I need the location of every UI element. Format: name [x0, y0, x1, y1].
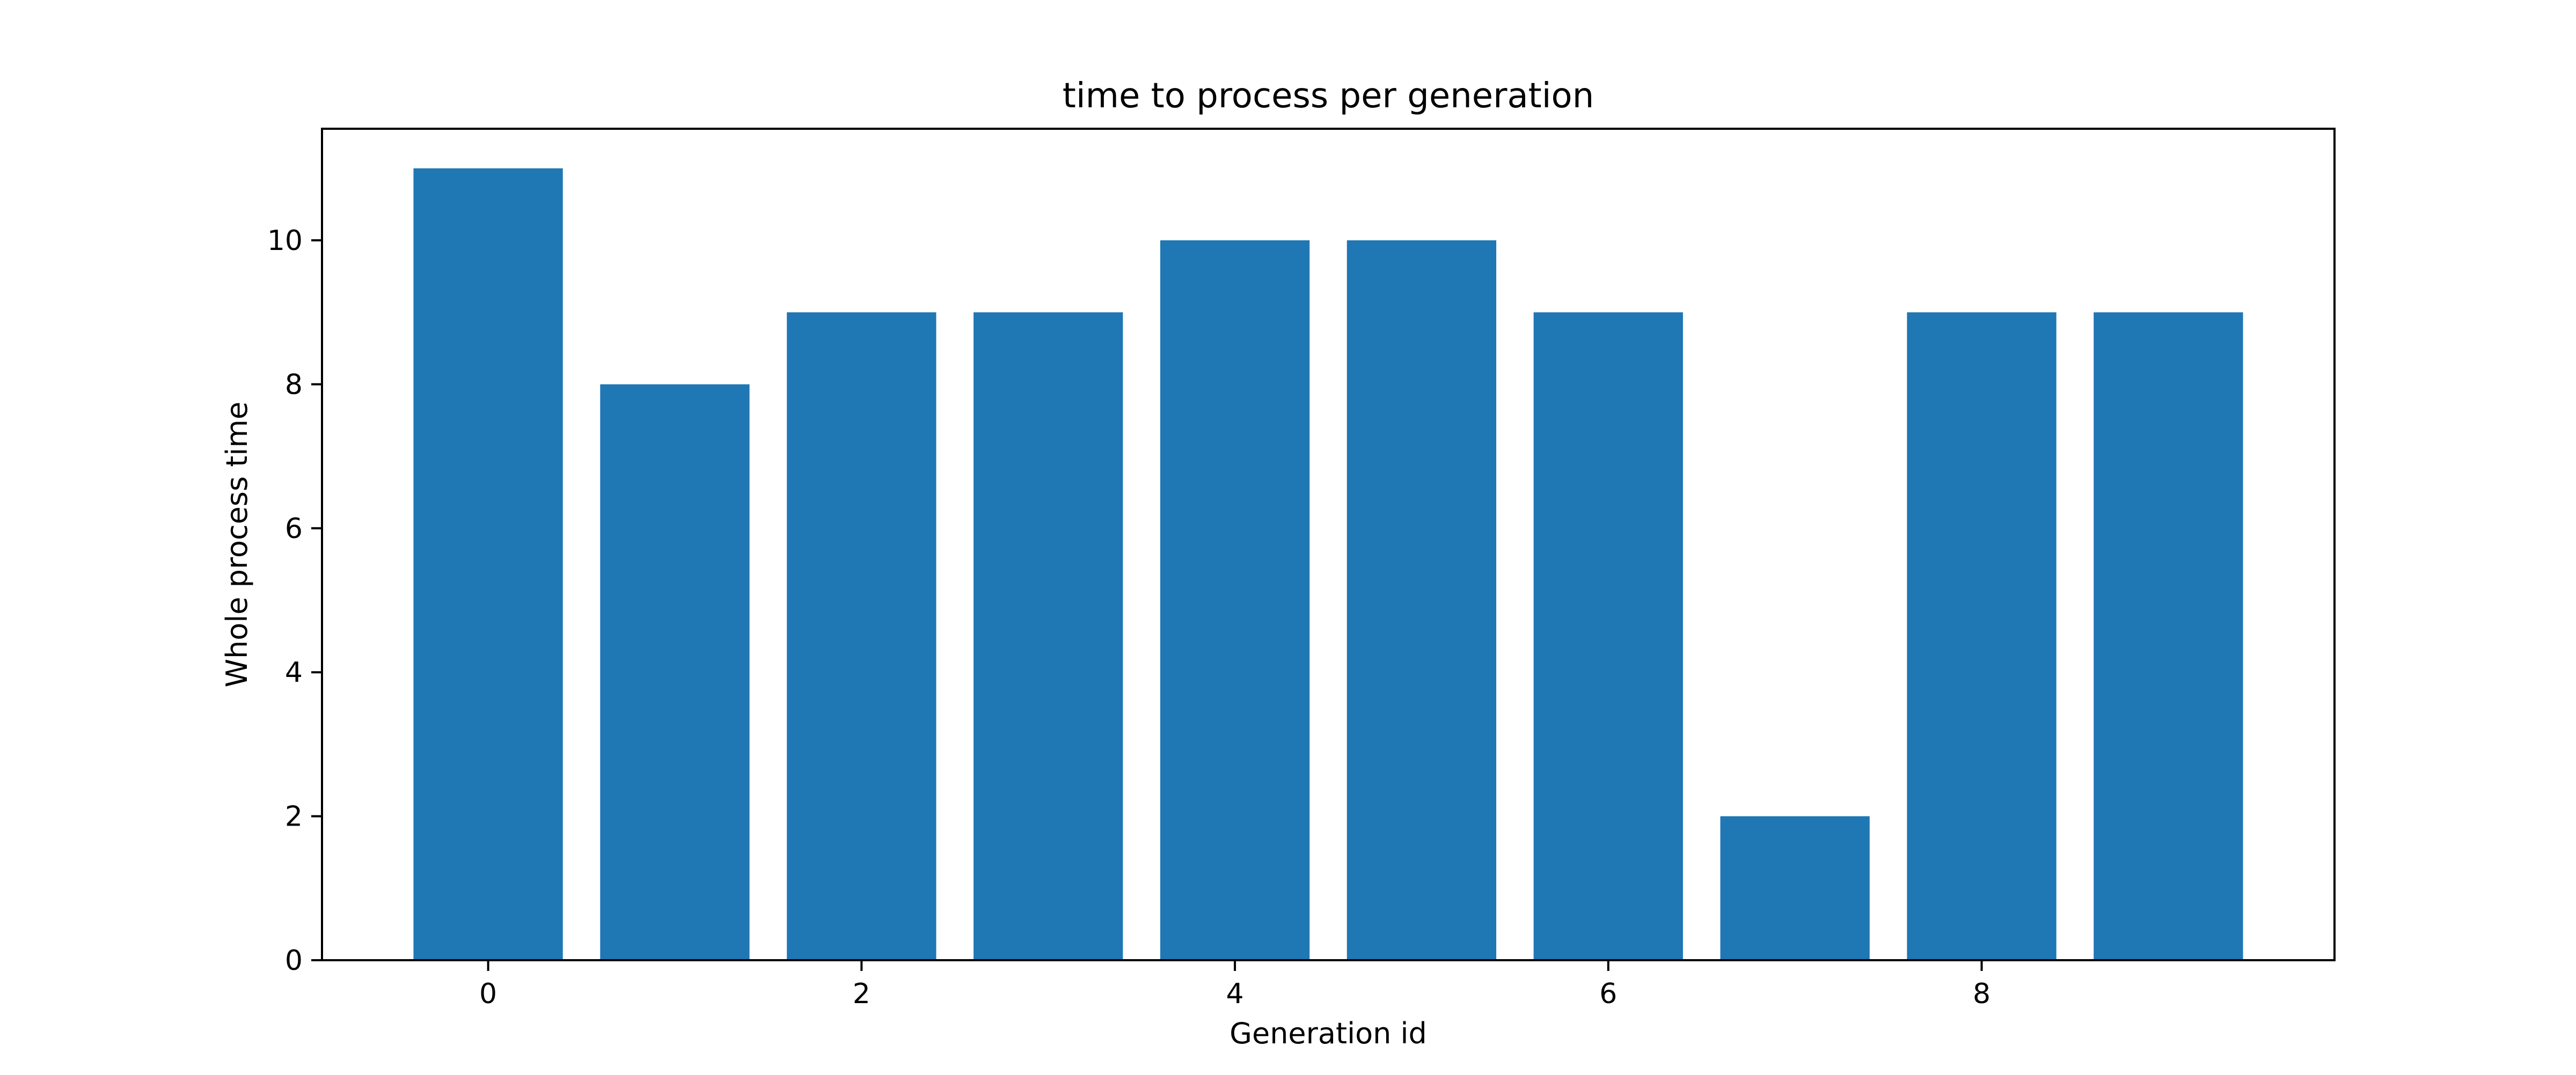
x-tick-label: 2: [853, 978, 870, 1010]
y-tick-label: 4: [285, 657, 303, 689]
bar-6: [1533, 312, 1683, 960]
x-tick-label: 6: [1599, 978, 1617, 1010]
y-tick-label: 8: [285, 369, 303, 401]
y-tick-label: 2: [285, 801, 303, 833]
bar-7: [1720, 816, 1870, 960]
bar-1: [600, 384, 750, 960]
bar-2: [787, 312, 936, 960]
bar-0: [413, 168, 563, 960]
y-tick-label: 6: [285, 513, 303, 545]
plot-frame: [321, 128, 2336, 961]
x-axis-label: Generation id: [1230, 1017, 1427, 1050]
bar-5: [1346, 240, 1497, 960]
bar-9: [2094, 312, 2243, 960]
chart-title: time to process per generation: [1063, 76, 1594, 116]
x-tick-label: 8: [1973, 978, 1990, 1010]
bar-3: [974, 312, 1123, 960]
x-tick-label: 4: [1226, 978, 1244, 1010]
y-tick-label: 0: [285, 945, 303, 977]
y-axis-label: Whole process time: [220, 402, 254, 688]
bars-group: [413, 168, 2243, 960]
y-axis: 0 2 4 6 8 10: [267, 225, 322, 977]
y-tick-label: 10: [267, 225, 303, 257]
bar-4: [1160, 240, 1310, 960]
x-tick-label: 0: [479, 978, 497, 1010]
bar-8: [1907, 312, 2057, 960]
x-axis: 0 2 4 6 8: [479, 960, 1990, 1010]
